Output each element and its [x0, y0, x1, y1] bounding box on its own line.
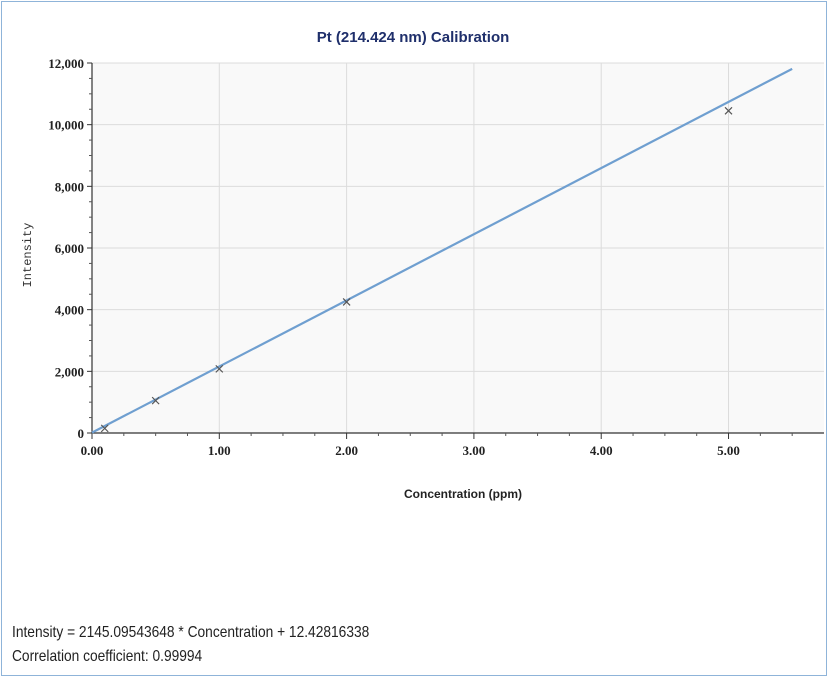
regression-equation: Intensity = 2145.09543648 * Concentratio…: [12, 624, 370, 641]
y-tick-label: 8,000: [55, 179, 84, 194]
x-tick-label: 1.00: [208, 443, 231, 458]
data-point-stroke: [151, 396, 160, 405]
x-tick-label: 0.00: [81, 443, 104, 458]
data-point: [342, 298, 351, 306]
correlation-coefficient: Correlation coefficient: 0.99994: [12, 648, 203, 665]
chart-title: Pt (214.424 nm) Calibration: [317, 29, 510, 46]
x-tick-label: 5.00: [717, 443, 740, 458]
data-point: [151, 396, 160, 405]
y-tick-label: 4,000: [55, 303, 84, 318]
y-axis-label: Intensity: [21, 223, 35, 288]
x-tick-label: 3.00: [463, 443, 486, 458]
data-point-stroke: [100, 424, 109, 433]
y-tick-label: 12,000: [48, 56, 84, 71]
x-tick-label: 4.00: [590, 443, 613, 458]
data-points: [100, 106, 733, 433]
data-point-stroke: [215, 364, 224, 373]
y-axis-ticks: 0 2,000 4,000 6,000 8,000 10,000 12,000: [48, 56, 92, 441]
data-point-stroke: [342, 298, 351, 306]
fit-line: [91, 67, 793, 434]
data-point: [100, 424, 109, 433]
data-point: [724, 106, 733, 115]
data-point: [215, 364, 224, 373]
x-axis-ticks: 0.00 1.00 2.00 3.00 4.00 5.00: [81, 433, 793, 458]
grid-lines: [92, 62, 824, 433]
y-tick-label: 2,000: [55, 364, 84, 379]
y-tick-label: 6,000: [55, 241, 84, 256]
y-tick-label: 0: [78, 426, 85, 441]
x-tick-label: 2.00: [335, 443, 358, 458]
data-point-stroke: [724, 106, 733, 115]
x-axis-label: Concentration (ppm): [404, 487, 522, 501]
y-tick-label: 10,000: [48, 118, 84, 133]
fit-line-layer: [91, 67, 793, 434]
